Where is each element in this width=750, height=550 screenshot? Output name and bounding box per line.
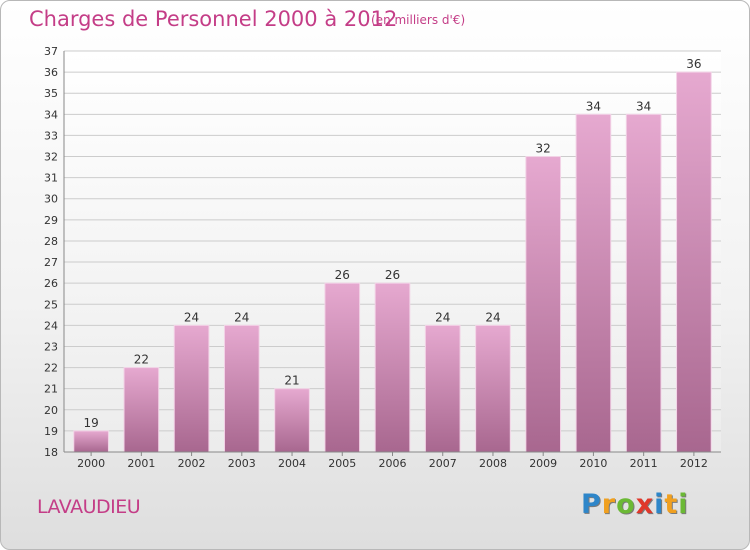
- x-tick-label-2008: 2008: [479, 457, 507, 470]
- data-label-2004: 21: [284, 374, 299, 388]
- x-tick-label-2003: 2003: [228, 457, 256, 470]
- y-tick-label: 32: [44, 151, 58, 164]
- x-tick-label-2009: 2009: [529, 457, 557, 470]
- y-tick-label: 20: [44, 404, 58, 417]
- bar-2011: [625, 113, 662, 453]
- bar-2008: [475, 324, 511, 453]
- y-tick-label: 31: [44, 172, 58, 185]
- data-label-2000: 19: [83, 416, 98, 430]
- chart-subtitle: (en milliers d'€): [371, 13, 466, 27]
- logo-letter: i: [654, 489, 665, 520]
- x-tick-label-2005: 2005: [328, 457, 356, 470]
- bar-2004: [274, 388, 310, 453]
- y-tick-label: 29: [44, 214, 58, 227]
- logo-letter: r: [601, 489, 617, 520]
- y-tick-label: 28: [44, 235, 58, 248]
- y-tick-label: 18: [44, 446, 58, 459]
- x-tick-label-2001: 2001: [127, 457, 155, 470]
- data-label-2009: 32: [536, 142, 551, 156]
- y-tick-label: 24: [44, 319, 58, 332]
- data-label-2006: 26: [385, 268, 400, 282]
- commune-name: LAVAUDIEU: [37, 496, 141, 518]
- data-label-2011: 34: [636, 99, 651, 113]
- x-tick-label-2007: 2007: [429, 457, 457, 470]
- y-tick-label: 37: [44, 45, 58, 58]
- bar-2010: [575, 113, 612, 453]
- y-tick-label: 22: [44, 362, 58, 375]
- y-tick-label: 23: [44, 340, 58, 353]
- bar-2000: [73, 430, 109, 453]
- data-label-2010: 34: [586, 99, 601, 113]
- x-tick-label-2010: 2010: [579, 457, 607, 470]
- logo-letter: i: [678, 489, 689, 520]
- data-label-2008: 24: [485, 310, 500, 324]
- logo-letter: x: [635, 489, 655, 520]
- data-label-2002: 24: [184, 310, 199, 324]
- bar-2007: [424, 324, 461, 453]
- bar-2003: [223, 324, 260, 453]
- y-tick-label: 36: [44, 66, 58, 79]
- x-tick-label-2002: 2002: [178, 457, 206, 470]
- x-tick-label-2012: 2012: [680, 457, 708, 470]
- data-label-2003: 24: [234, 310, 249, 324]
- y-tick-label: 30: [44, 193, 58, 206]
- y-tick-label: 21: [44, 383, 58, 396]
- proxiti-logo: Proxiti: [581, 489, 689, 520]
- bar-2009: [525, 156, 562, 453]
- logo-letter: P: [581, 489, 602, 520]
- data-label-2007: 24: [435, 310, 450, 324]
- logo-letter: o: [616, 489, 636, 520]
- y-tick-label: 33: [44, 129, 58, 142]
- bar-2001: [123, 367, 160, 453]
- y-tick-label: 34: [44, 108, 58, 121]
- chart-title: Charges de Personnel 2000 à 2012: [29, 7, 398, 31]
- y-tick-label: 35: [44, 87, 58, 100]
- y-tick-label: 26: [44, 277, 58, 290]
- y-tick-label: 27: [44, 256, 58, 269]
- bar-2005: [324, 282, 361, 453]
- x-tick-label-2006: 2006: [379, 457, 407, 470]
- bar-2006: [374, 282, 411, 453]
- bar-2002: [173, 324, 210, 453]
- data-label-2005: 26: [335, 268, 350, 282]
- x-tick-label-2004: 2004: [278, 457, 306, 470]
- x-tick-label-2011: 2011: [630, 457, 658, 470]
- data-label-2001: 22: [134, 353, 149, 367]
- logo-letter: t: [664, 489, 679, 520]
- y-tick-label: 25: [44, 298, 58, 311]
- y-tick-label: 19: [44, 425, 58, 438]
- data-label-2012: 36: [686, 57, 701, 71]
- bar-2012: [676, 71, 712, 453]
- x-tick-label-2000: 2000: [77, 457, 105, 470]
